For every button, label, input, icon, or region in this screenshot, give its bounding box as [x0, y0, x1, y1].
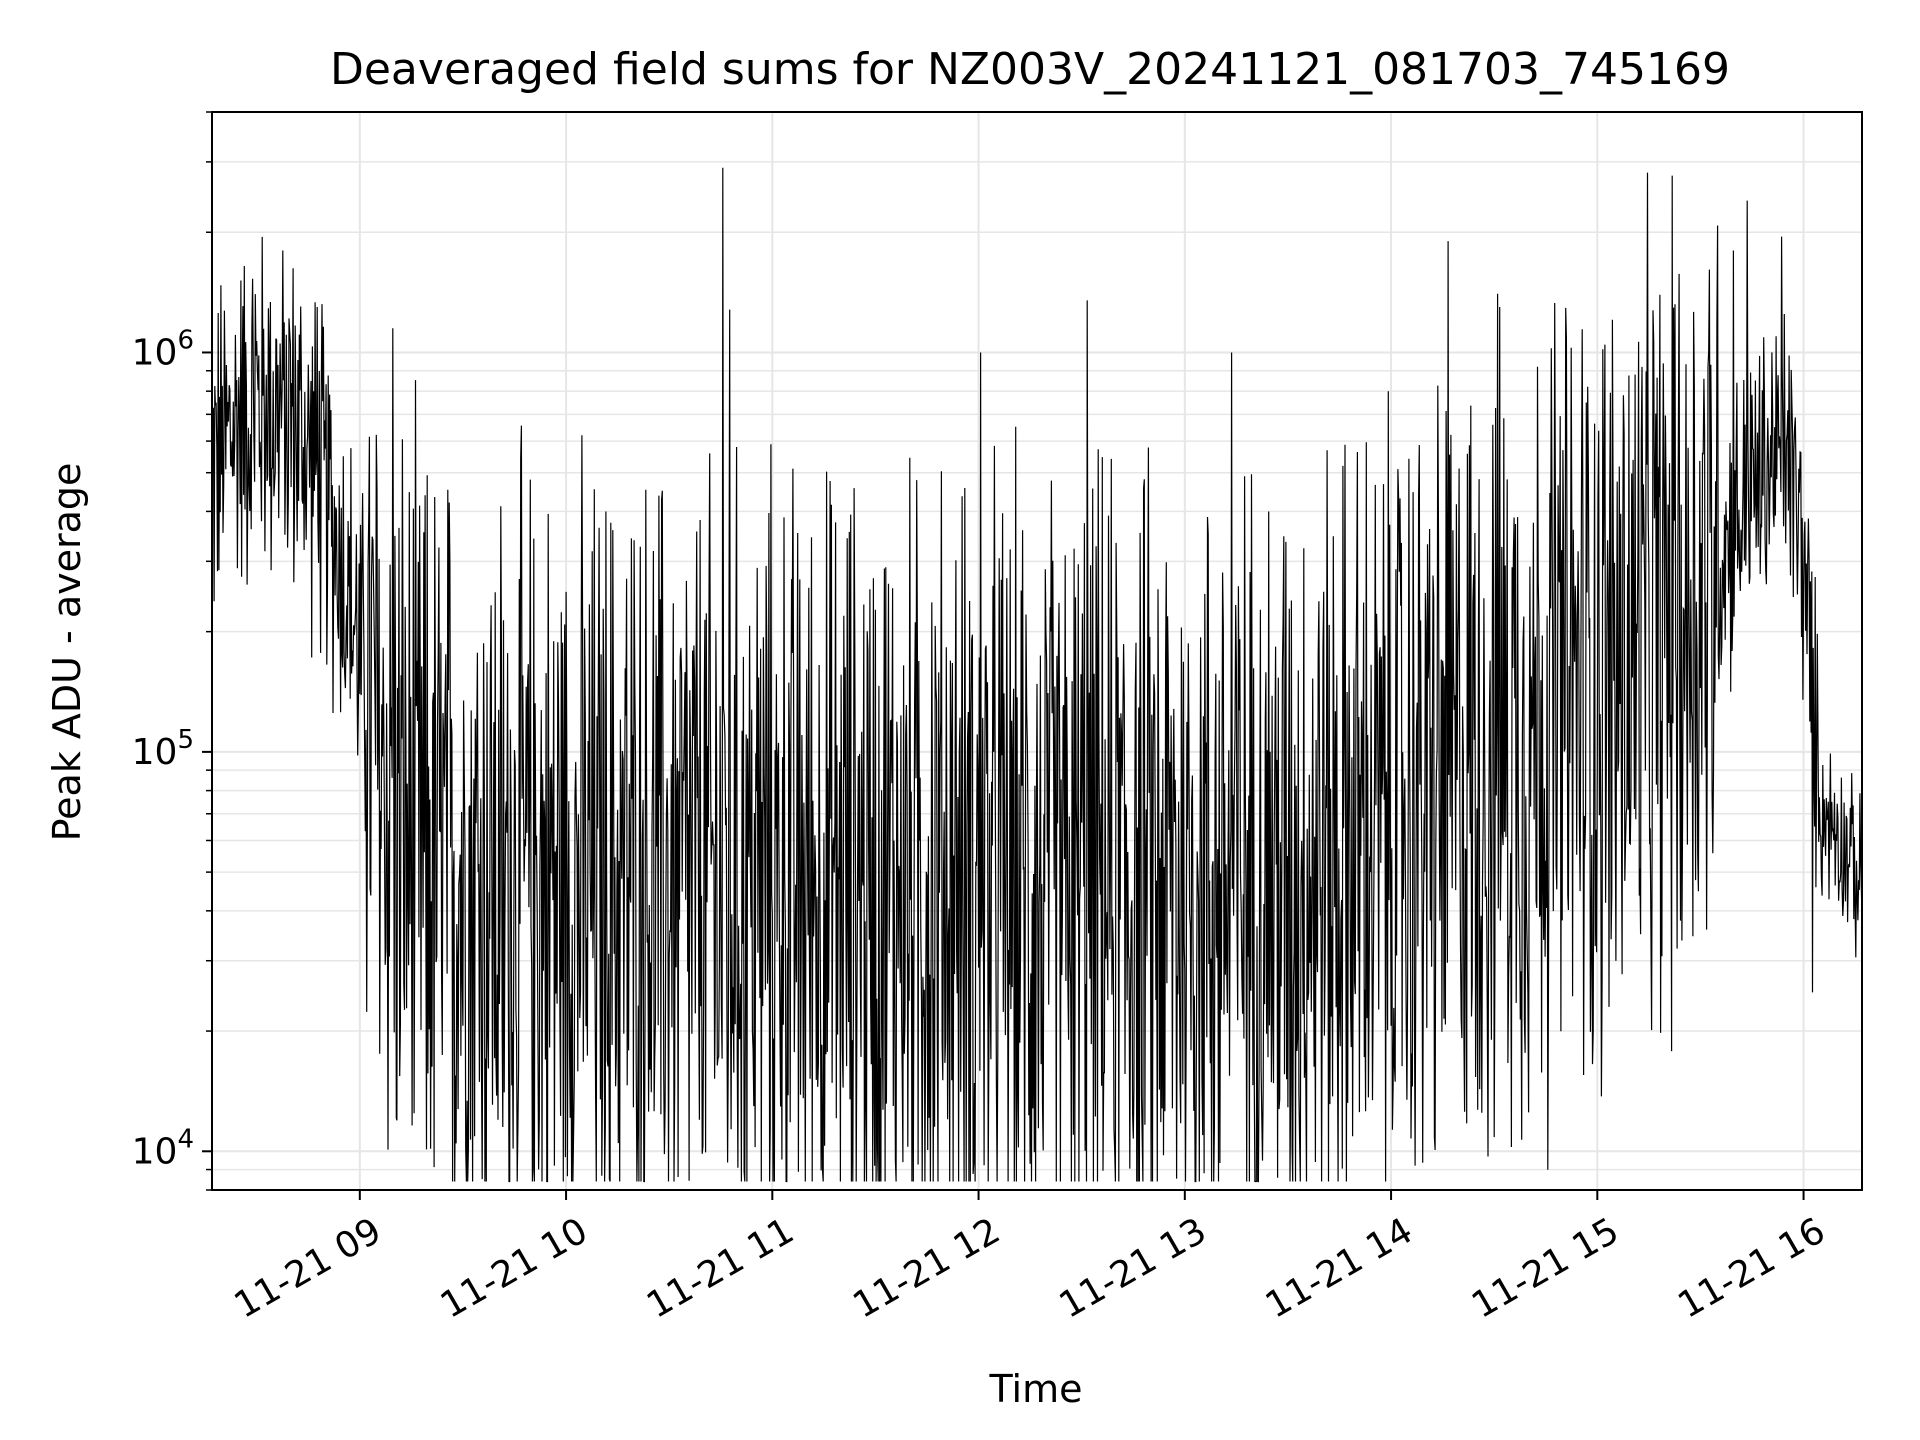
y-tick-label: 104 — [132, 1124, 194, 1172]
series-line — [211, 167, 1863, 1183]
y-tick-label: 106 — [132, 325, 194, 373]
plot-area — [211, 111, 1863, 1191]
y-tick-label: 105 — [132, 725, 194, 773]
chart-title: Deaveraged field sums for NZ003V_2024112… — [330, 44, 1730, 95]
y-axis: 104 105 106 — [132, 111, 212, 1191]
y-axis-label: Peak ADU - average — [45, 463, 89, 842]
x-axis-label: Time — [989, 1367, 1083, 1411]
